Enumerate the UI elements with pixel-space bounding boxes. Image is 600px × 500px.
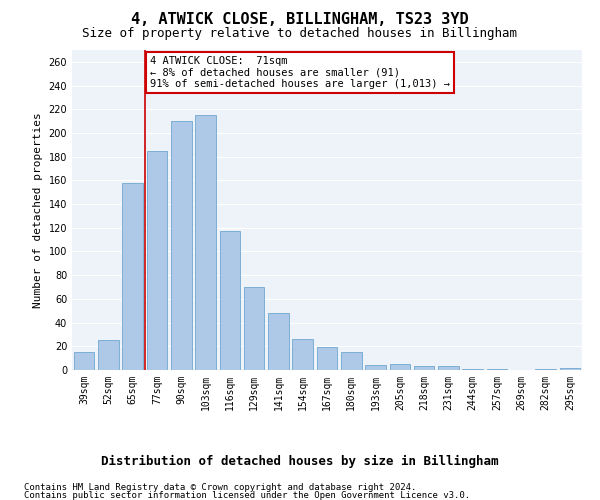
Bar <box>268 313 289 370</box>
Bar <box>244 287 265 370</box>
Bar <box>463 369 483 370</box>
Bar <box>171 121 191 370</box>
Bar <box>365 366 386 370</box>
Bar <box>195 115 216 370</box>
Bar <box>487 369 508 370</box>
Bar <box>535 369 556 370</box>
Bar <box>292 339 313 370</box>
Text: Size of property relative to detached houses in Billingham: Size of property relative to detached ho… <box>83 28 517 40</box>
Bar <box>122 182 143 370</box>
Text: 4 ATWICK CLOSE:  71sqm
← 8% of detached houses are smaller (91)
91% of semi-deta: 4 ATWICK CLOSE: 71sqm ← 8% of detached h… <box>150 56 450 89</box>
Bar <box>414 366 434 370</box>
Bar <box>341 352 362 370</box>
Y-axis label: Number of detached properties: Number of detached properties <box>33 112 43 308</box>
Bar <box>438 366 459 370</box>
Bar <box>98 340 119 370</box>
Bar <box>317 348 337 370</box>
Bar <box>220 232 240 370</box>
Bar <box>74 352 94 370</box>
Bar <box>560 368 580 370</box>
Text: 4, ATWICK CLOSE, BILLINGHAM, TS23 3YD: 4, ATWICK CLOSE, BILLINGHAM, TS23 3YD <box>131 12 469 28</box>
Text: Distribution of detached houses by size in Billingham: Distribution of detached houses by size … <box>101 455 499 468</box>
Bar <box>146 150 167 370</box>
Text: Contains HM Land Registry data © Crown copyright and database right 2024.: Contains HM Land Registry data © Crown c… <box>24 482 416 492</box>
Text: Contains public sector information licensed under the Open Government Licence v3: Contains public sector information licen… <box>24 491 470 500</box>
Bar <box>389 364 410 370</box>
